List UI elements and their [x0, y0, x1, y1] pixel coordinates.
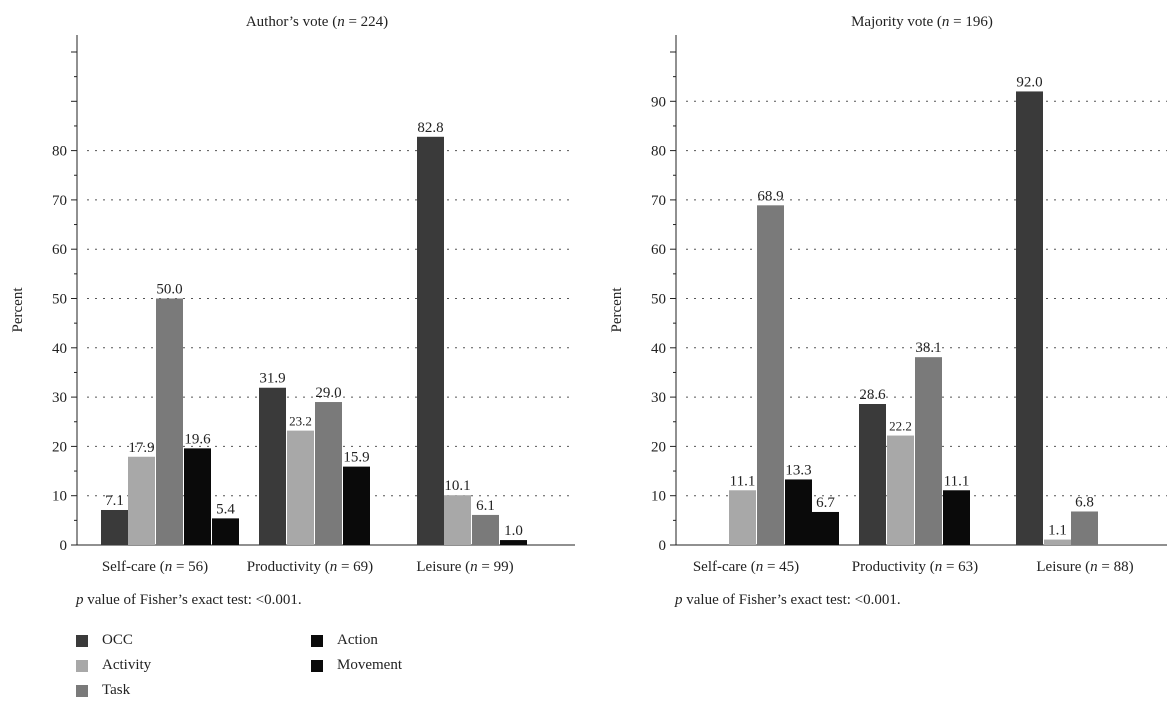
bar-occ-2 — [859, 404, 886, 545]
data-label: 11.1 — [944, 473, 970, 489]
data-label: 17.9 — [128, 440, 154, 456]
data-label: 68.9 — [757, 188, 783, 204]
chart-title: Author’s vote (n = 224) — [246, 14, 388, 30]
bar-action-2 — [343, 466, 370, 545]
data-label: 22.2 — [889, 419, 912, 434]
legend-label-activity: Activity — [102, 657, 152, 673]
y-axis-label: Percent — [10, 287, 26, 333]
data-label: 50.0 — [156, 282, 182, 298]
data-label: 38.1 — [915, 340, 941, 356]
bar-action-3 — [500, 540, 527, 545]
legend-item-task: Task — [76, 682, 130, 699]
y-tick-label: 0 — [659, 538, 667, 554]
legend-label-action: Action — [337, 632, 378, 648]
bar-action-1 — [785, 479, 812, 545]
x-tick-label: Productivity (n = 63) — [852, 559, 978, 575]
data-label: 6.8 — [1075, 494, 1094, 510]
y-tick-label: 30 — [651, 390, 666, 406]
y-tick-label: 30 — [52, 390, 67, 406]
y-tick-label: 10 — [52, 489, 67, 505]
bar-activity-3 — [1044, 539, 1071, 545]
legend-swatch-action — [311, 634, 323, 647]
y-tick-label: 0 — [60, 538, 68, 554]
bar-action-1 — [184, 448, 211, 545]
data-label: 31.9 — [259, 371, 285, 387]
y-tick-label: 80 — [651, 144, 666, 160]
data-label: 6.7 — [816, 495, 835, 511]
bar-activity-1 — [729, 490, 756, 545]
y-tick-label: 20 — [52, 439, 67, 455]
legend-label-occ: OCC — [102, 632, 133, 648]
bar-activity-2 — [887, 435, 914, 545]
legend-label-movement: Movement — [337, 657, 402, 673]
legend-item-activity: Activity — [76, 657, 151, 674]
y-tick-label: 60 — [651, 242, 666, 258]
y-tick-label: 10 — [651, 489, 666, 505]
data-label: 1.1 — [1048, 523, 1067, 539]
y-tick-label: 50 — [651, 292, 666, 308]
legend-label-task: Task — [102, 682, 131, 698]
legend-item-occ: OCC — [76, 632, 133, 649]
x-tick-label: Self-care (n = 45) — [693, 559, 799, 575]
data-label: 23.2 — [289, 414, 312, 429]
y-tick-label: 40 — [52, 341, 67, 357]
chart-title: Majority vote (n = 196) — [851, 14, 993, 30]
legend-item-movement: Movement — [311, 657, 402, 674]
bar-occ-1 — [101, 509, 128, 545]
bar-occ-3 — [1016, 91, 1043, 545]
bar-action-2 — [943, 490, 970, 545]
data-label: 5.4 — [216, 501, 235, 517]
data-label: 10.1 — [444, 478, 470, 494]
y-tick-label: 40 — [651, 341, 666, 357]
x-tick-label: Productivity (n = 69) — [247, 559, 373, 575]
bar-task-1 — [156, 298, 183, 545]
data-label: 19.6 — [184, 431, 211, 447]
bar-occ-2 — [259, 387, 286, 545]
data-label: 92.0 — [1016, 74, 1042, 90]
chart-panel-1: Author’s vote (n = 224) 0 10 20 30 40 50 60 70 80… — [10, 14, 575, 608]
bar-occ-3 — [417, 136, 444, 545]
bar-movement-1 — [812, 511, 839, 545]
bar-movement-1 — [212, 518, 239, 545]
data-label: 29.0 — [315, 385, 341, 401]
y-axis-label: Percent — [609, 287, 625, 333]
bar-task-2 — [915, 357, 942, 545]
data-label: 28.6 — [859, 387, 886, 403]
bar-task-1 — [757, 205, 784, 545]
x-tick-label: Self-care (n = 56) — [102, 559, 208, 575]
data-label: 1.0 — [504, 523, 523, 539]
data-label: 13.3 — [785, 462, 811, 478]
legend: OCC Activity Task Action Movement — [76, 632, 496, 704]
bar-task-3 — [1071, 511, 1098, 545]
y-tick-label: 20 — [651, 439, 666, 455]
y-tick-label: 90 — [651, 94, 666, 110]
legend-swatch-task — [76, 684, 88, 697]
p-value-note: p value of Fisher’s exact test: <0.001. — [674, 592, 901, 608]
data-label: 15.9 — [343, 450, 369, 466]
data-label: 7.1 — [105, 493, 124, 509]
x-tick-label: Leisure (n = 88) — [1036, 559, 1133, 575]
bar-activity-1 — [128, 456, 155, 545]
x-tick-label: Leisure (n = 99) — [416, 559, 513, 575]
y-tick-label: 70 — [651, 193, 666, 209]
y-tick-label: 60 — [52, 242, 67, 258]
y-tick-label: 50 — [52, 292, 67, 308]
legend-swatch-activity — [76, 659, 88, 672]
bar-activity-3 — [444, 495, 471, 545]
legend-swatch-occ — [76, 634, 88, 647]
p-value-note: p value of Fisher’s exact test: <0.001. — [75, 592, 302, 608]
bar-task-2 — [315, 402, 342, 545]
data-label: 11.1 — [730, 473, 756, 489]
data-label: 6.1 — [476, 498, 495, 514]
bar-task-3 — [472, 514, 499, 545]
data-label: 82.8 — [417, 120, 443, 136]
legend-item-action: Action — [311, 632, 378, 649]
chart-panel-2: Majority vote (n = 196) 0 10 20 30 40 50 60 70 80… — [609, 14, 1167, 608]
bar-activity-2 — [287, 430, 314, 545]
y-tick-label: 80 — [52, 144, 67, 160]
y-tick-label: 70 — [52, 193, 67, 209]
legend-swatch-movement — [311, 659, 323, 672]
